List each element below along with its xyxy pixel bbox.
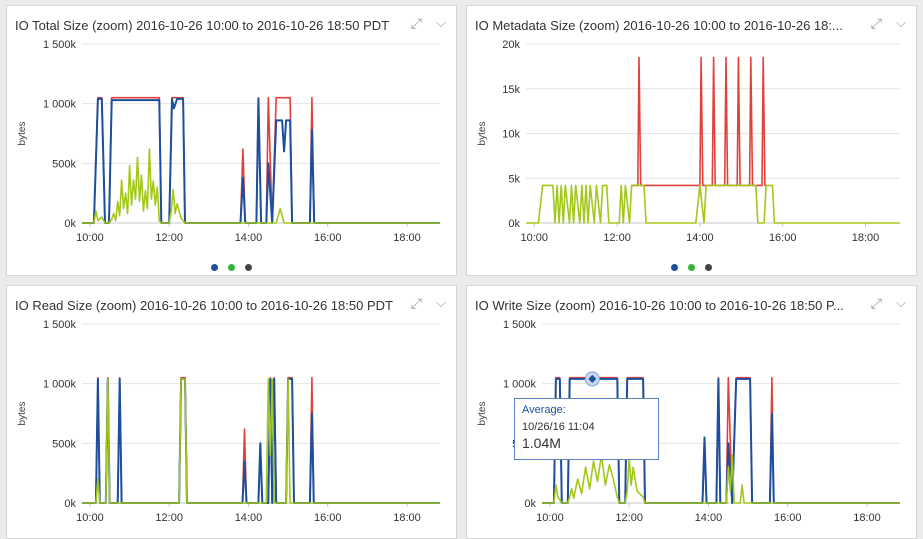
y-tick-label: 1 000k: [43, 99, 77, 111]
chart-legend: [467, 264, 916, 271]
y-tick-label: 20k: [502, 39, 520, 51]
x-tick-label: 12:00: [155, 512, 183, 524]
x-tick-label: 18:00: [393, 232, 421, 244]
x-tick-label: 16:00: [314, 232, 342, 244]
x-tick-label: 16:00: [774, 512, 802, 524]
expand-icon[interactable]: ⤢: [410, 295, 422, 311]
expand-icon[interactable]: ⤢: [870, 295, 882, 311]
legend-dot-blue[interactable]: [211, 264, 218, 271]
chart-io-metadata-size: 0k 5k 10k 15k 20k 10:00 12:00 14:00 16:00 18:00 by…: [477, 39, 900, 244]
y-tick-label: 0k: [64, 218, 76, 230]
y-tick-label: 1 500k: [503, 319, 537, 331]
chart-tooltip: Average: 10/26/16 11:04 1.04M: [514, 398, 659, 460]
y-axis-label: bytes: [477, 122, 488, 146]
legend-dot-dark[interactable]: [245, 264, 252, 271]
chevron-down-icon[interactable]: ⌵: [436, 295, 446, 310]
y-tick-label: 500k: [52, 438, 76, 450]
series-line-green: [82, 148, 440, 224]
tooltip-date: 10/26/16 11:04: [522, 421, 595, 433]
tooltip-value: 1.04M: [522, 435, 561, 451]
chevron-down-icon[interactable]: ⌵: [896, 15, 906, 30]
y-tick-label: 1 500k: [43, 39, 77, 51]
x-tick-label: 14:00: [235, 512, 263, 524]
x-tick-label: 18:00: [393, 512, 421, 524]
x-tick-label: 14:00: [235, 232, 263, 244]
x-tick-label: 12:00: [615, 512, 643, 524]
series-line-red: [631, 56, 767, 187]
y-tick-label: 1 000k: [43, 379, 77, 391]
legend-dot-dark[interactable]: [705, 264, 712, 271]
y-axis-label: bytes: [477, 402, 488, 426]
y-axis-label: bytes: [17, 122, 28, 146]
y-tick-label: 10k: [502, 129, 520, 141]
tooltip-heading: Average:: [522, 404, 566, 416]
x-tick-label: 14:00: [686, 232, 714, 244]
series-line-green: [526, 184, 900, 224]
legend-dot-green[interactable]: [228, 264, 235, 271]
chart-legend: [7, 264, 456, 271]
x-tick-label: 10:00: [536, 512, 564, 524]
x-tick-label: 18:00: [852, 232, 880, 244]
x-tick-label: 18:00: [853, 512, 881, 524]
panel-io-read-size: IO Read Size (zoom) 2016-10-26 10:00 to …: [6, 285, 457, 539]
x-tick-label: 10:00: [521, 232, 549, 244]
y-tick-label: 0k: [524, 498, 536, 510]
y-tick-label: 0k: [64, 498, 76, 510]
series-line-blue: [82, 377, 440, 504]
y-tick-label: 15k: [502, 84, 520, 96]
panel-io-total-size: IO Total Size (zoom) 2016-10-26 10:00 to…: [6, 5, 457, 276]
y-tick-label: 1 000k: [503, 379, 537, 391]
y-tick-label: 500k: [52, 158, 76, 170]
x-tick-label: 10:00: [76, 232, 104, 244]
series-line-green: [82, 378, 440, 504]
x-tick-label: 16:00: [314, 512, 342, 524]
y-tick-label: 5k: [508, 173, 520, 185]
expand-icon[interactable]: ⤢: [870, 15, 882, 31]
y-tick-label: 0k: [508, 218, 520, 230]
legend-dot-blue[interactable]: [671, 264, 678, 271]
chart-io-read-size: 0k 500k 1 000k 1 500k 10:00 12:00 14:00 16:00 18…: [17, 319, 440, 524]
x-tick-label: 10:00: [76, 512, 104, 524]
y-axis-label: bytes: [17, 402, 28, 426]
x-tick-label: 12:00: [603, 232, 631, 244]
chevron-down-icon[interactable]: ⌵: [436, 15, 446, 30]
x-tick-label: 12:00: [155, 232, 183, 244]
legend-dot-green[interactable]: [688, 264, 695, 271]
chevron-down-icon[interactable]: ⌵: [896, 295, 906, 310]
x-tick-label: 14:00: [695, 512, 723, 524]
hover-marker: [588, 374, 597, 383]
series-line-blue: [82, 97, 440, 224]
expand-icon[interactable]: ⤢: [410, 15, 422, 31]
y-tick-label: 1 500k: [43, 319, 77, 331]
series-line-green: [542, 454, 900, 504]
panel-io-metadata-size: IO Metadata Size (zoom) 2016-10-26 10:00…: [466, 5, 917, 276]
x-tick-label: 16:00: [769, 232, 797, 244]
chart-io-total-size: 0k 500k 1 000k 1 500k 10:00 12:00 14:00 16:00 18…: [17, 39, 440, 244]
